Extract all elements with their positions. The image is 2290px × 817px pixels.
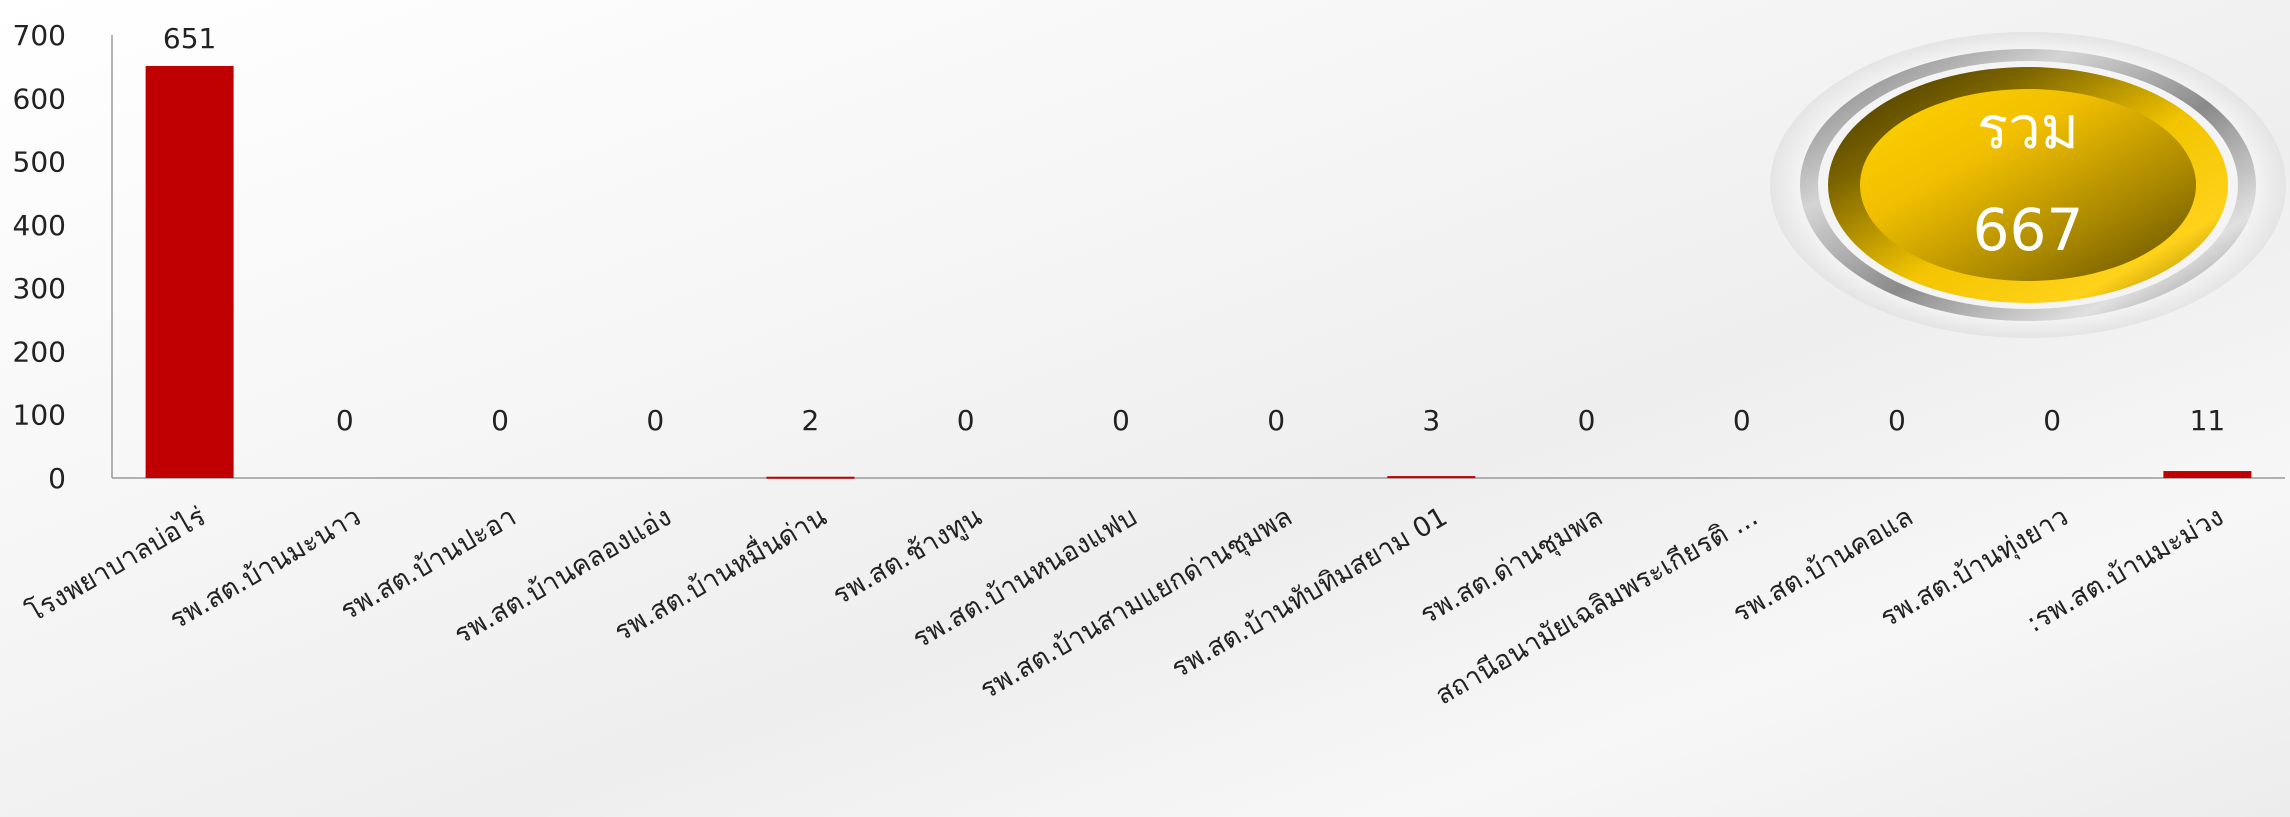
- y-tick-label: 700: [13, 19, 66, 52]
- y-tick-label: 200: [13, 335, 66, 368]
- y-tick-label: 300: [13, 272, 66, 305]
- bar: [766, 476, 855, 479]
- data-label: 0: [1733, 404, 1751, 437]
- bar-series: [145, 66, 2252, 479]
- total-badge: รวม 667: [1770, 32, 2286, 338]
- y-tick-label: 100: [13, 399, 66, 432]
- data-label: 0: [1267, 404, 1285, 437]
- data-label: 0: [957, 404, 975, 437]
- data-label: 0: [1578, 404, 1596, 437]
- y-tick-label: 0: [48, 462, 66, 495]
- category-label: รพ.สต.บ้านสามแยกด่านชุมพล: [975, 501, 1298, 706]
- badge-label: รวม: [1977, 94, 2079, 162]
- data-label: 11: [2190, 404, 2226, 437]
- data-labels: 651 0 0 0 2 0 0 0 3 0 0 0 0 11: [163, 22, 2225, 437]
- badge-gold-core: [1860, 89, 2196, 281]
- data-label: 2: [802, 404, 820, 437]
- data-label: 0: [491, 404, 509, 437]
- category-label: รพ.สต.บ้านทับทิมสยาม 01: [1166, 501, 1453, 684]
- data-label: 0: [1112, 404, 1130, 437]
- bar: [1387, 476, 1476, 479]
- y-tick-label: 500: [13, 146, 66, 179]
- category-labels: โรงพยาบาลบ่อไร่รพ.สต.บ้านมะนาวรพ.สต.บ้าน…: [21, 498, 2229, 712]
- data-label: 3: [1422, 404, 1440, 437]
- data-label: 0: [646, 404, 664, 437]
- bar: [2163, 471, 2252, 478]
- y-tick-label: 600: [13, 82, 66, 115]
- bar: [145, 66, 234, 478]
- data-label: 651: [163, 22, 216, 55]
- y-tick-label: 400: [13, 209, 66, 242]
- y-axis-ticks: 0 100 200 300 400 500 600 700: [13, 19, 66, 495]
- chart-axes: [111, 35, 2285, 479]
- badge-value: 667: [1973, 196, 2084, 264]
- data-label: 0: [2043, 404, 2061, 437]
- data-label: 0: [336, 404, 354, 437]
- data-label: 0: [1888, 404, 1906, 437]
